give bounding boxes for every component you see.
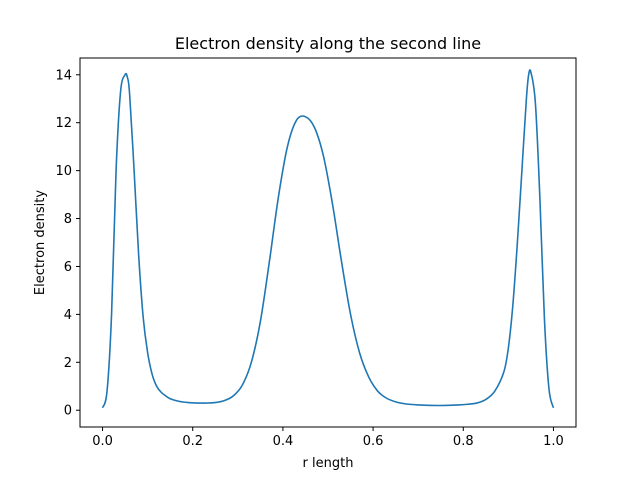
series-layer (101, 69, 555, 409)
x-tick-label: 0.8 (453, 434, 474, 449)
y-tick-label: 12 (55, 116, 72, 131)
y-tick-label: 14 (55, 68, 72, 83)
y-tick-label: 0 (64, 404, 72, 419)
x-tick-label: 0.6 (363, 434, 384, 449)
x-tick-label: 0.4 (273, 434, 294, 449)
x-tick-label: 1.0 (543, 434, 564, 449)
x-tick-label: 0.0 (92, 434, 113, 449)
y-tick-label: 8 (64, 212, 72, 227)
x-tick-label: 0.2 (182, 434, 203, 449)
chart-title: Electron density along the second line (175, 34, 481, 53)
y-axis: 0 2 4 6 8 10 12 14 (55, 68, 80, 419)
plot-background (80, 58, 576, 427)
x-axis: 0.0 0.2 0.4 0.6 0.8 1.0 (92, 427, 564, 449)
y-tick-label: 4 (64, 308, 72, 323)
y-tick-label: 2 (64, 356, 72, 371)
y-axis-label: Electron density (33, 190, 48, 295)
y-tick-label: 10 (55, 164, 72, 179)
y-tick-label: 6 (64, 260, 72, 275)
plot-frame (79, 57, 577, 428)
x-axis-label: r length (303, 456, 354, 471)
series-line-0 (101, 69, 555, 409)
